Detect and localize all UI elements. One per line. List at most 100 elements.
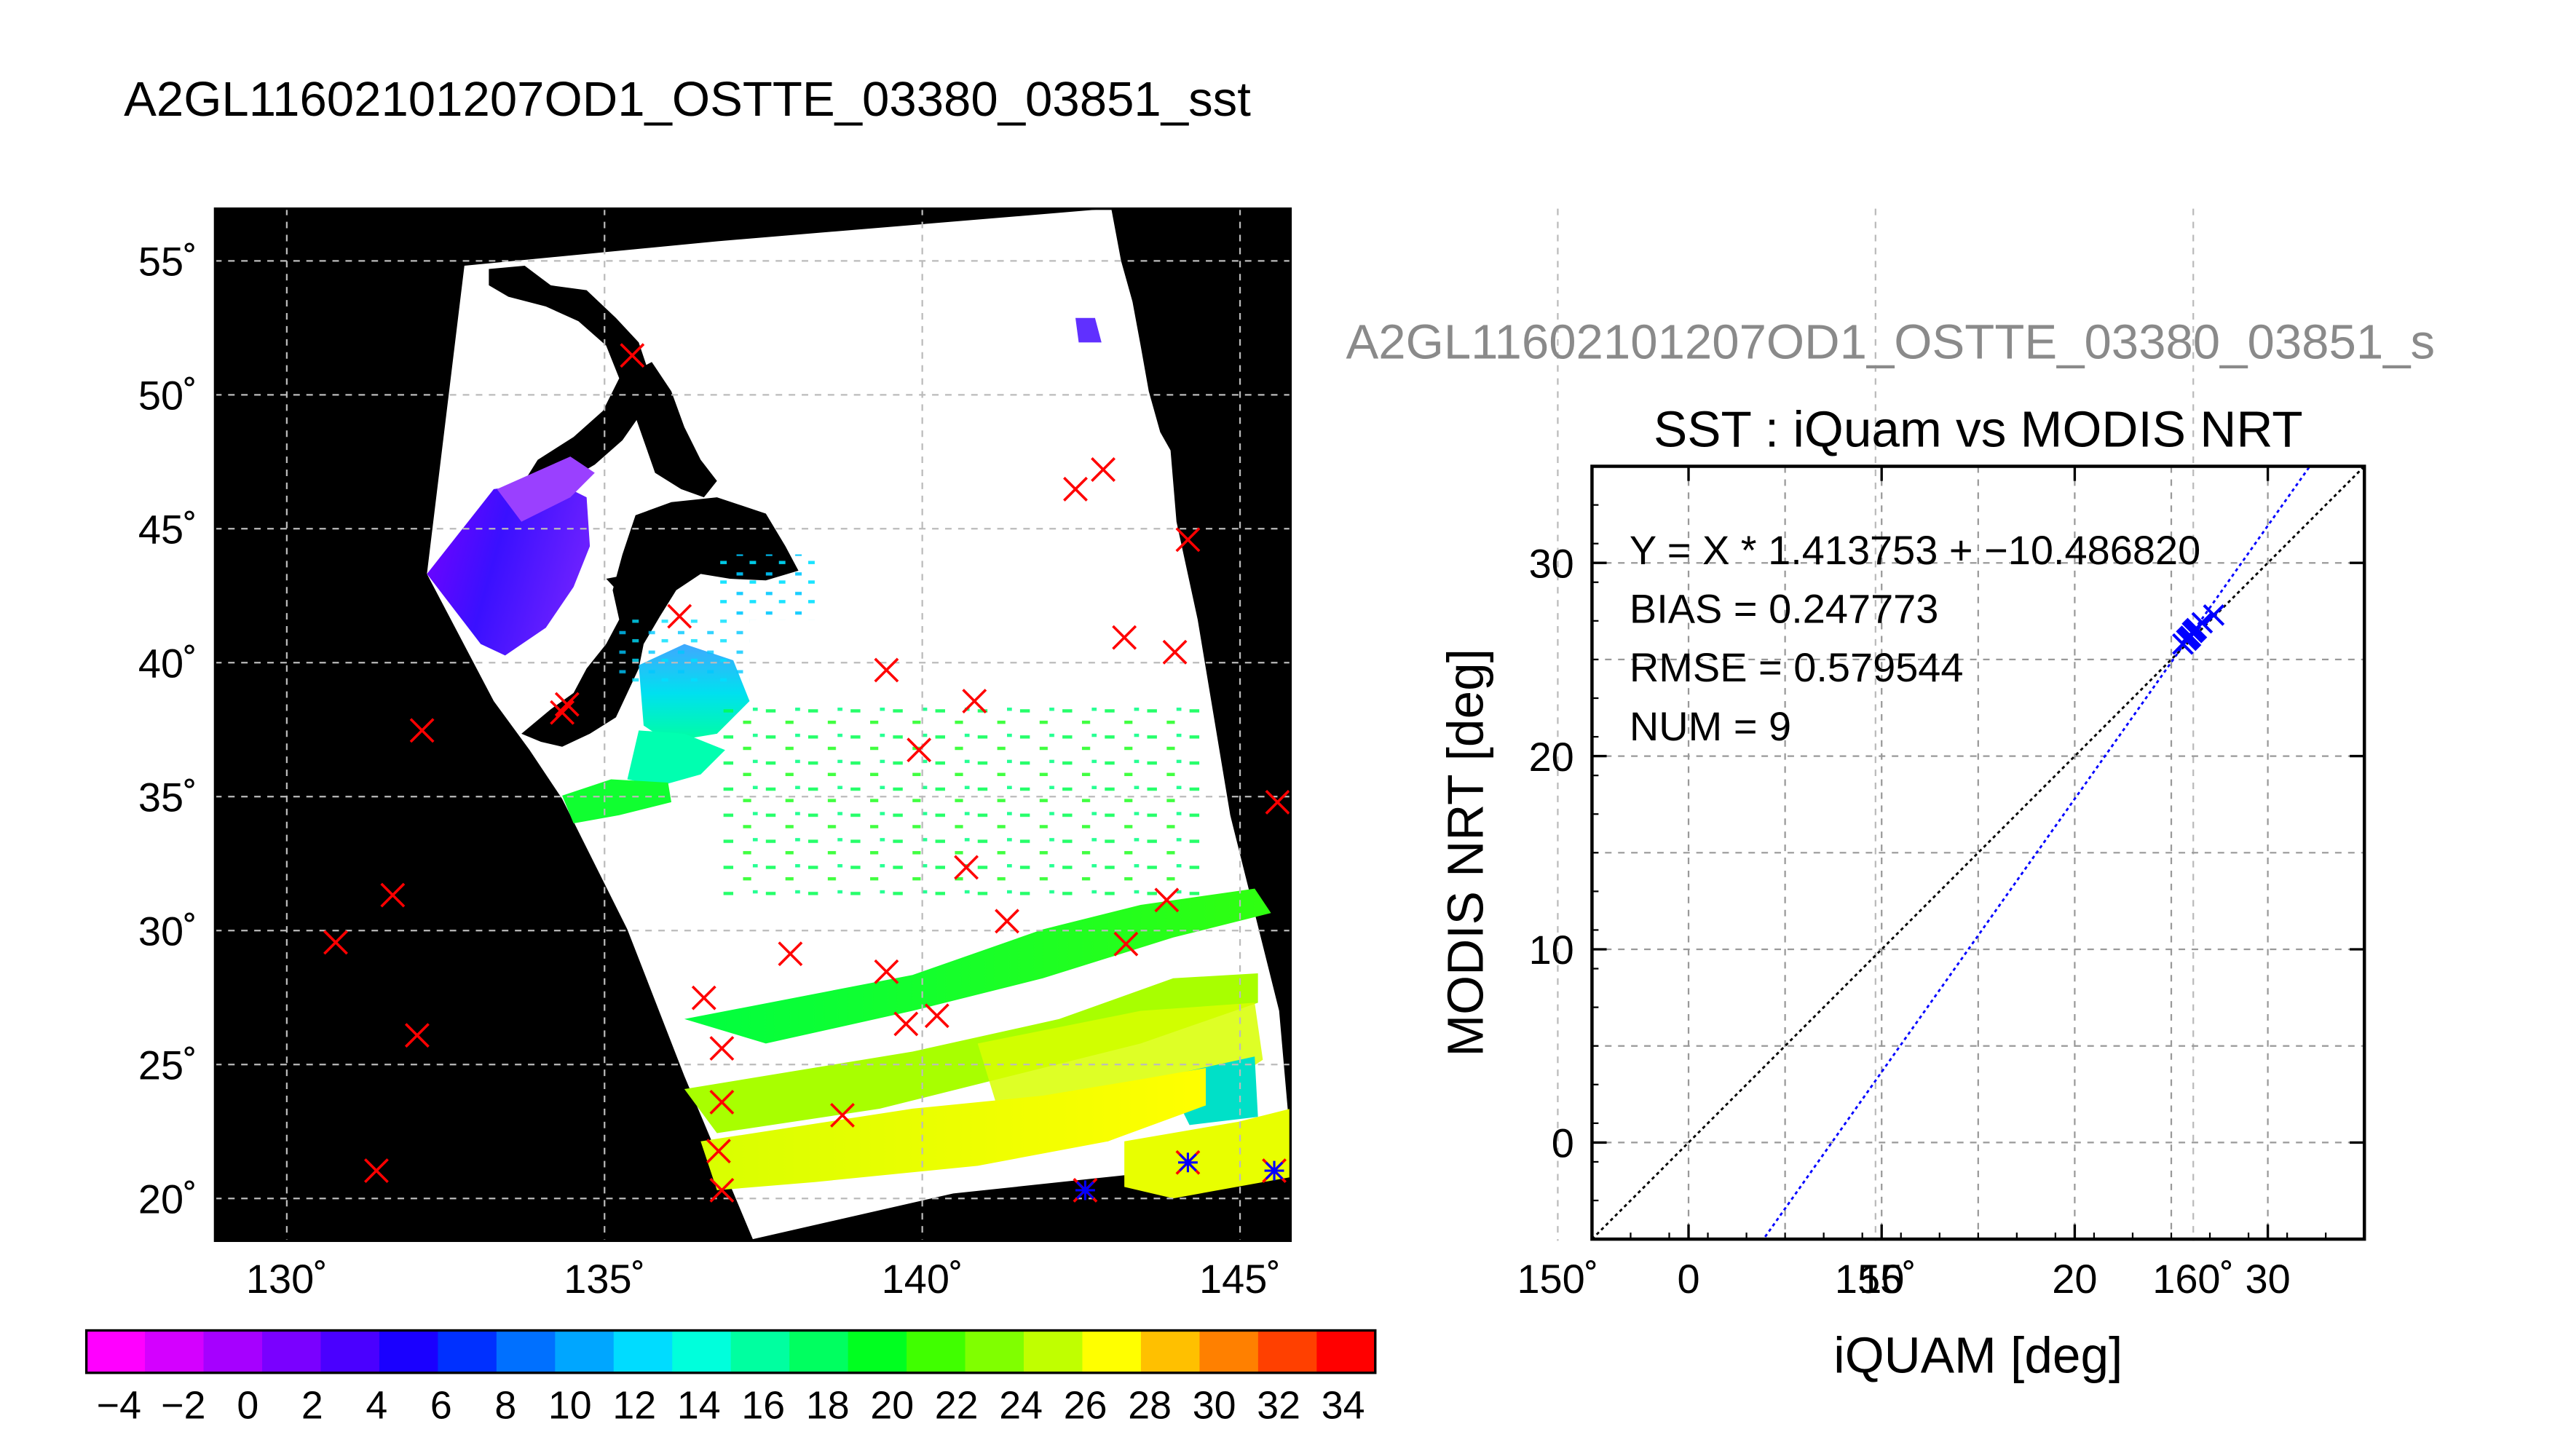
colorbar-segment — [86, 1330, 146, 1373]
station-marker — [706, 1139, 731, 1164]
sst-purple-dot — [1075, 317, 1102, 343]
colorbar-segment — [203, 1330, 264, 1373]
map-markers — [323, 343, 1290, 1203]
latitude-labels: 55˚ 50˚ 45˚ 40˚ 35˚ 30˚ 25˚ 20˚ — [138, 238, 197, 1222]
y-tick-label: 10 — [1529, 927, 1574, 973]
colorbar-segment — [145, 1330, 205, 1373]
sst-violet-region — [497, 456, 595, 522]
sst-map-image — [215, 208, 1291, 1241]
latitude-tick-label: 40˚ — [138, 640, 197, 686]
colorbar-tick-label: 16 — [741, 1383, 785, 1427]
colorbar-tick-label: 24 — [999, 1383, 1043, 1427]
stats-line: BIAS = 0.247773 — [1630, 586, 1938, 632]
station-marker — [874, 959, 899, 984]
colorbar-tick-label: 30 — [1193, 1383, 1236, 1427]
map-grid — [215, 208, 2195, 1241]
station-marker — [1112, 625, 1137, 650]
scatter-title: SST : iQuam vs MODIS NRT — [1654, 401, 2303, 458]
colorbar-tick-label: −4 — [97, 1383, 141, 1427]
colorbar-tick-label: 28 — [1128, 1383, 1172, 1427]
colorbar-segment — [848, 1330, 908, 1373]
data-point — [2203, 604, 2225, 626]
latitude-tick-label: 45˚ — [138, 506, 197, 552]
y-axis-label: MODIS NRT [deg] — [1437, 649, 1494, 1057]
colorbar-segment — [261, 1330, 322, 1373]
latitude-tick-label: 50˚ — [138, 372, 197, 418]
x-tick-label: 10 — [1859, 1256, 1904, 1302]
colorbar-tick-label: 34 — [1322, 1383, 1365, 1427]
stats-line: RMSE = 0.579544 — [1630, 644, 1964, 690]
station-marker — [364, 1158, 389, 1183]
scatter-grid — [1592, 466, 2365, 1240]
station-marker — [550, 700, 575, 725]
y-tick-label: 0 — [1552, 1120, 1574, 1166]
sst-teal-region — [627, 730, 725, 786]
station-marker — [1113, 931, 1139, 957]
colorbar-segment — [496, 1330, 556, 1373]
station-marker — [409, 718, 435, 743]
colorbar-segment — [1316, 1330, 1376, 1373]
colorbar-tick-label: 8 — [494, 1383, 516, 1427]
latitude-tick-label: 30˚ — [138, 908, 197, 954]
colorbar-tick-label: 18 — [806, 1383, 850, 1427]
stats-line: NUM = 9 — [1630, 703, 1791, 749]
scatter-stats: Y = X * 1.413753 + −10.486820 BIAS = 0.24… — [1630, 527, 2200, 749]
y-tick-label: 30 — [1529, 540, 1574, 586]
station-marker — [620, 343, 645, 368]
sst-yellow-corner — [1124, 1108, 1291, 1199]
y-tick-label: 20 — [1529, 734, 1574, 780]
colorbar-tick-label: 4 — [366, 1383, 387, 1427]
colorbar-segment — [379, 1330, 439, 1373]
latitude-tick-label: 25˚ — [138, 1042, 197, 1088]
map-frame — [213, 207, 1292, 1243]
hokkaido-land — [606, 570, 655, 607]
longitude-tick-label: 145˚ — [1199, 1256, 1281, 1302]
colorbar-tick-label: 22 — [935, 1383, 979, 1427]
x-tick-label: 0 — [1677, 1256, 1699, 1302]
fit-line — [1762, 466, 2312, 1240]
station-marker — [1091, 457, 1115, 482]
colorbar-tick-label: 2 — [301, 1383, 323, 1427]
station-marker — [691, 985, 716, 1010]
station-marker — [874, 657, 899, 683]
station-marker — [778, 941, 803, 967]
sst-green-coast — [562, 779, 672, 823]
station-marker — [893, 1011, 919, 1037]
matched-station-marker — [1075, 1180, 1095, 1200]
kamchatka-land — [1111, 208, 1291, 539]
longitude-tick-label: 150˚ — [1517, 1256, 1598, 1302]
longitude-tick-label: 130˚ — [246, 1256, 328, 1302]
station-marker — [554, 692, 580, 717]
colorbar-segment — [555, 1330, 615, 1373]
colorbar-segment — [1082, 1330, 1142, 1373]
station-marker — [907, 737, 932, 763]
longitude-tick-label: 160˚ — [2152, 1256, 2234, 1302]
latitude-tick-label: 35˚ — [138, 774, 197, 820]
longitude-tick-label: 140˚ — [882, 1256, 963, 1302]
colorbar-segment — [965, 1330, 1025, 1373]
sst-purple-region — [427, 480, 591, 656]
station-marker — [323, 930, 348, 955]
station-marker — [380, 882, 406, 908]
colorbar-tick-label: −2 — [161, 1383, 205, 1427]
colorbar-segment — [320, 1330, 381, 1373]
map-title: A2GL11602101207OD1_OSTTE_03380_03851_sst — [124, 73, 1251, 127]
station-marker — [709, 1090, 735, 1115]
sst-blue-specks — [716, 554, 815, 620]
sakhalin-island — [627, 362, 717, 498]
colorbar-segment — [672, 1330, 732, 1373]
colorbar-tick-label: 12 — [612, 1383, 656, 1427]
station-marker — [954, 855, 979, 880]
sst-yellow-band — [700, 1067, 1207, 1190]
colorbar-tick-label: 0 — [237, 1383, 258, 1427]
station-marker — [1154, 887, 1180, 913]
sst-blue-specks-2 — [619, 620, 750, 685]
colorbar-labels: −4 −2 0 2 4 6 8 10 12 14 16 18 20 22 24 26 28 30 32 34 — [97, 1383, 1365, 1427]
colorbar-segment — [730, 1330, 791, 1373]
x-axis-label: iQUAM [deg] — [1833, 1327, 2122, 1384]
stats-line: Y = X * 1.413753 + −10.486820 — [1630, 527, 2200, 573]
longitude-tick-label: 155˚ — [1835, 1256, 1916, 1302]
sst-green-band — [684, 888, 1271, 1044]
